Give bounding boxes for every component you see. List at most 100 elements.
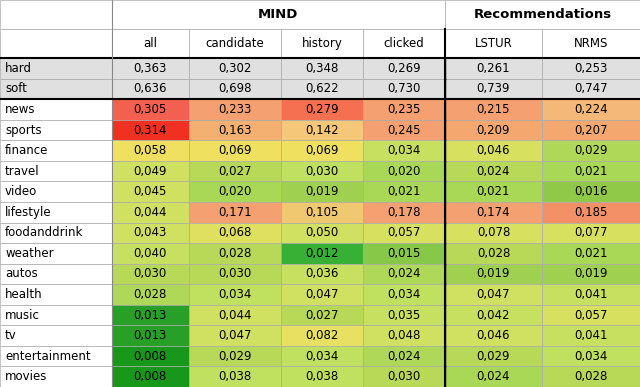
- Text: 0,035: 0,035: [387, 308, 420, 322]
- Text: 0,057: 0,057: [387, 226, 420, 239]
- Text: 0,279: 0,279: [305, 103, 339, 116]
- Text: 0,253: 0,253: [575, 62, 608, 75]
- Bar: [0, 264, 112, 284]
- Bar: [0, 325, 112, 346]
- Bar: [189, 182, 281, 202]
- Bar: [0, 182, 112, 202]
- Bar: [112, 325, 189, 346]
- Bar: [542, 202, 640, 223]
- Bar: [189, 161, 281, 182]
- Text: 0,041: 0,041: [575, 288, 608, 301]
- Bar: [189, 243, 281, 264]
- Bar: [363, 346, 445, 366]
- Text: 0,215: 0,215: [477, 103, 510, 116]
- Text: 0,034: 0,034: [387, 144, 420, 157]
- Bar: [542, 223, 640, 243]
- Text: 0,105: 0,105: [305, 206, 339, 219]
- Text: 0,048: 0,048: [387, 329, 420, 342]
- Text: 0,008: 0,008: [134, 370, 167, 383]
- Text: 0,078: 0,078: [477, 226, 510, 239]
- Bar: [0, 0, 112, 29]
- Bar: [445, 366, 542, 387]
- Bar: [189, 366, 281, 387]
- Bar: [363, 243, 445, 264]
- Text: 0,038: 0,038: [218, 370, 252, 383]
- Text: 0,207: 0,207: [575, 123, 608, 137]
- Text: 0,040: 0,040: [134, 247, 167, 260]
- Text: 0,049: 0,049: [134, 164, 167, 178]
- Text: 0,698: 0,698: [218, 82, 252, 95]
- Text: 0,163: 0,163: [218, 123, 252, 137]
- Text: 0,030: 0,030: [305, 164, 339, 178]
- Text: MIND: MIND: [258, 8, 298, 21]
- Text: 0,013: 0,013: [134, 308, 167, 322]
- Bar: [445, 120, 542, 140]
- Bar: [363, 58, 445, 79]
- Text: lifestyle: lifestyle: [5, 206, 52, 219]
- Bar: [0, 243, 112, 264]
- Text: 0,028: 0,028: [477, 247, 510, 260]
- Bar: [189, 264, 281, 284]
- Bar: [542, 161, 640, 182]
- Text: 0,069: 0,069: [218, 144, 252, 157]
- Bar: [0, 79, 112, 99]
- Bar: [112, 202, 189, 223]
- Text: 0,622: 0,622: [305, 82, 339, 95]
- Text: 0,235: 0,235: [387, 103, 420, 116]
- Text: 0,008: 0,008: [134, 350, 167, 363]
- Bar: [542, 99, 640, 120]
- Text: 0,034: 0,034: [387, 288, 420, 301]
- Bar: [363, 99, 445, 120]
- Bar: [363, 305, 445, 325]
- Text: 0,314: 0,314: [134, 123, 167, 137]
- Bar: [189, 99, 281, 120]
- Text: Recommendations: Recommendations: [473, 8, 611, 21]
- Bar: [0, 161, 112, 182]
- Text: 0,041: 0,041: [575, 329, 608, 342]
- Text: tv: tv: [5, 329, 17, 342]
- Bar: [281, 305, 363, 325]
- Bar: [112, 140, 189, 161]
- Text: 0,028: 0,028: [134, 288, 167, 301]
- Bar: [0, 140, 112, 161]
- Text: clicked: clicked: [383, 37, 424, 50]
- Bar: [0, 366, 112, 387]
- Bar: [281, 325, 363, 346]
- Bar: [112, 161, 189, 182]
- Bar: [189, 58, 281, 79]
- Text: 0,012: 0,012: [305, 247, 339, 260]
- Text: 0,021: 0,021: [575, 164, 608, 178]
- Text: 0,046: 0,046: [477, 144, 510, 157]
- Bar: [112, 99, 189, 120]
- Text: foodanddrink: foodanddrink: [5, 226, 83, 239]
- Text: 0,077: 0,077: [575, 226, 608, 239]
- Bar: [281, 264, 363, 284]
- Text: candidate: candidate: [205, 37, 264, 50]
- Text: 0,047: 0,047: [477, 288, 510, 301]
- Text: 0,363: 0,363: [134, 62, 167, 75]
- Text: 0,047: 0,047: [305, 288, 339, 301]
- Bar: [445, 29, 542, 58]
- Text: 0,027: 0,027: [218, 164, 252, 178]
- Text: 0,171: 0,171: [218, 206, 252, 219]
- Bar: [363, 325, 445, 346]
- Bar: [189, 223, 281, 243]
- Bar: [445, 346, 542, 366]
- Bar: [363, 202, 445, 223]
- Bar: [281, 99, 363, 120]
- Text: soft: soft: [5, 82, 27, 95]
- Text: 0,020: 0,020: [218, 185, 252, 198]
- Bar: [0, 305, 112, 325]
- Text: music: music: [5, 308, 40, 322]
- Bar: [112, 284, 189, 305]
- Bar: [281, 243, 363, 264]
- Text: 0,046: 0,046: [477, 329, 510, 342]
- Bar: [281, 346, 363, 366]
- Text: travel: travel: [5, 164, 40, 178]
- Text: 0,019: 0,019: [477, 267, 510, 281]
- Text: all: all: [143, 37, 157, 50]
- Text: 0,029: 0,029: [575, 144, 608, 157]
- Text: 0,245: 0,245: [387, 123, 420, 137]
- Bar: [445, 161, 542, 182]
- Text: hard: hard: [5, 62, 32, 75]
